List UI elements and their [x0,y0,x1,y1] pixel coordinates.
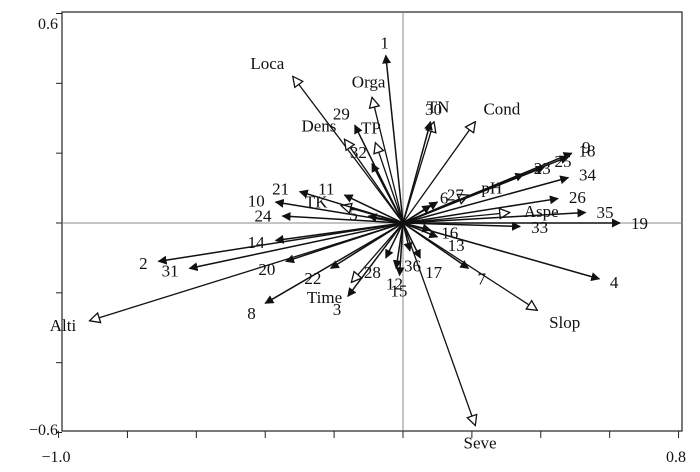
env-arrow-orga [372,97,404,224]
species-arrow-32 [371,162,404,224]
species-label-36: 36 [404,257,421,276]
env-label-loca: Loca [250,54,284,73]
species-arrow-30 [402,120,433,224]
species-label-4: 4 [610,273,619,292]
species-arrow-21 [298,189,404,224]
species-label-24: 24 [254,206,272,225]
env-arrow-cond [402,122,475,224]
species-arrow-17 [402,222,421,259]
species-label-28: 28 [364,263,381,282]
species-label-11: 11 [318,179,334,198]
env-label-slop: Slop [549,313,580,332]
species-label-6: 6 [440,189,449,208]
species-arrow-7 [402,222,470,270]
species-label-13: 13 [448,236,465,255]
species-label-12: 12 [386,274,403,293]
species-arrow-34 [402,175,570,224]
species-vectors: 1234567891011121314151617181920212223242… [139,33,648,322]
env-arrow-tp [375,143,404,224]
species-arrow-10 [274,198,404,224]
env-arrow-alti [90,222,404,321]
species-label-14: 14 [248,233,266,252]
env-label-dens: Dens [301,117,336,136]
species-label-34: 34 [579,166,597,185]
species-arrow-33 [402,221,522,231]
y-axis-ticks [56,13,62,433]
species-arrow-27 [402,201,439,224]
species-arrow-15 [395,222,405,277]
species-arrow-16 [402,222,432,233]
species-label-26: 26 [569,188,586,207]
species-label-1: 1 [380,33,389,52]
species-arrow-1 [382,54,404,224]
species-label-10: 10 [248,191,265,210]
y-tick-label-max: 0.6 [38,16,58,33]
species-label-2: 2 [139,254,148,273]
env-arrow-dens [344,139,404,224]
species-label-16: 16 [441,224,458,243]
species-arrow-35 [402,208,587,224]
species-label-18: 18 [579,142,596,161]
env-label-cond: Cond [483,99,520,118]
env-label-tn: TN [427,97,450,116]
x-axis-ticks [58,431,680,438]
x-tick-label-max: 0.8 [666,449,686,466]
species-arrow-24 [281,211,404,224]
env-arrow-slop [402,222,537,310]
species-arrow-26 [402,195,559,224]
species-arrow-3 [347,222,404,298]
species-label-7: 7 [477,270,486,289]
env-label-seve: Seve [464,434,497,453]
species-arrow-14 [274,222,404,244]
species-label-31: 31 [162,262,179,281]
species-label-20: 20 [258,260,275,279]
species-label-35: 35 [597,203,614,222]
species-label-27: 27 [447,185,465,204]
species-arrow-20 [285,222,404,264]
species-arrow-25 [402,165,546,224]
species-label-19: 19 [631,214,648,233]
species-label-3: 3 [333,300,342,319]
env-label-alti: Alti [50,316,77,335]
species-arrow-13 [402,222,439,239]
species-label-17: 17 [425,263,443,282]
species-label-30: 30 [425,100,442,119]
species-arrow-22 [329,222,404,270]
env-label-time: Time [307,288,342,307]
species-label-32: 32 [350,143,367,162]
env-arrow-time [351,222,404,282]
env-label-orga: Orga [352,73,386,92]
env-label-tk: TK [305,193,328,212]
species-label-8: 8 [247,304,256,323]
y-tick-label-min: −0.6 [29,422,58,439]
species-label-15: 15 [390,281,407,300]
species-arrow-31 [188,222,404,272]
species-label-9: 9 [582,138,591,157]
x-tick-label-min: −1.0 [41,449,70,466]
species-arrow-36 [402,222,413,252]
species-arrow-28 [385,222,404,259]
species-label-25: 25 [554,152,571,171]
env-label-aspe: Aspe [524,202,559,221]
species-label-29: 29 [333,104,350,123]
env-label-tp: TP [361,118,381,137]
species-label-33: 33 [531,218,548,237]
plot-frame [61,11,683,432]
species-arrow-11 [343,194,404,224]
species-label-21: 21 [272,179,289,198]
species-label-22: 22 [304,269,321,288]
